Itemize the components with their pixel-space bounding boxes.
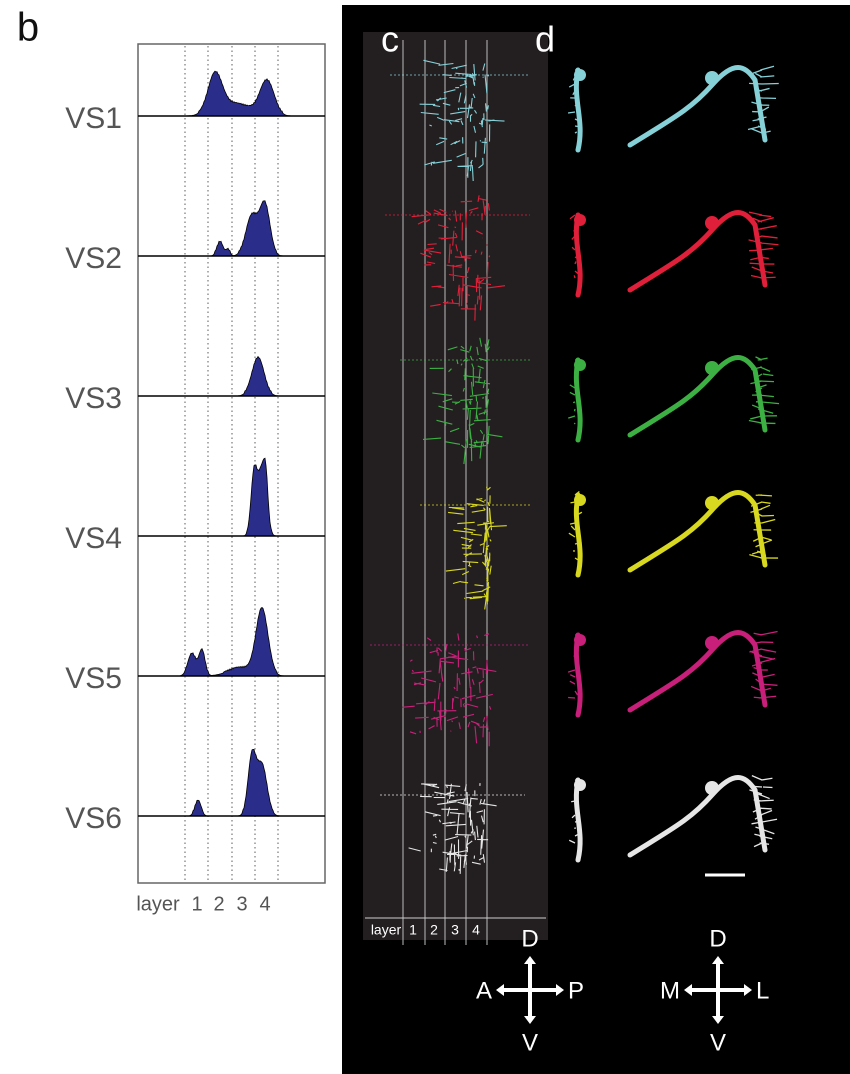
neuron-soma [705, 216, 719, 230]
row-label: VS4 [65, 522, 122, 555]
compass-label: P [568, 977, 584, 1004]
compass-label: L [756, 977, 769, 1004]
density-profile [175, 357, 300, 396]
compass-label: D [521, 925, 538, 952]
layer-label: 3 [451, 922, 459, 938]
layer-label: 3 [236, 893, 247, 915]
panel-label: c [381, 19, 399, 60]
neuron-soma [574, 494, 586, 506]
density-profile [175, 71, 300, 116]
neuron-soma [574, 69, 586, 81]
neuron-soma [574, 359, 586, 371]
layer-title: layer [371, 922, 402, 938]
layer-label: 2 [430, 922, 438, 938]
compass-label: V [710, 1029, 726, 1056]
compass-label: M [660, 977, 680, 1004]
layer-label: 1 [409, 922, 417, 938]
neuron-soma [705, 636, 719, 650]
density-profile [175, 458, 300, 536]
neuron-soma [705, 781, 719, 795]
density-profile [175, 608, 300, 677]
layer-label: 1 [191, 893, 202, 915]
layer-label: 4 [472, 922, 480, 938]
neuron-soma [705, 496, 719, 510]
panel-label: b [17, 6, 39, 50]
density-profile [175, 749, 300, 816]
layer-title: layer [136, 893, 180, 915]
panel-b-plot: VS1 VS2 VS3 VS4 VS5 VS6 [65, 46, 325, 881]
neuron-soma [705, 361, 719, 375]
row-label: VS3 [65, 382, 122, 415]
compass-label: A [476, 977, 492, 1004]
row-label: VS2 [65, 242, 122, 275]
row-label: VS6 [65, 802, 122, 835]
panel-label: d [535, 19, 555, 60]
layer-label: 2 [213, 893, 224, 915]
density-profile [175, 201, 300, 256]
neuron-soma [705, 71, 719, 85]
compass-label: D [709, 925, 726, 952]
panel-c-background [363, 32, 548, 940]
neuron-soma [574, 214, 586, 226]
row-label: VS1 [65, 102, 122, 135]
neuron-soma [574, 634, 586, 646]
figure: b VS1VS2VS3VS4VS5VS6 layer 1234 c d laye… [0, 0, 850, 1074]
compass-label: V [522, 1029, 538, 1056]
layer-label: 4 [259, 893, 270, 915]
row-label: VS5 [65, 662, 122, 695]
